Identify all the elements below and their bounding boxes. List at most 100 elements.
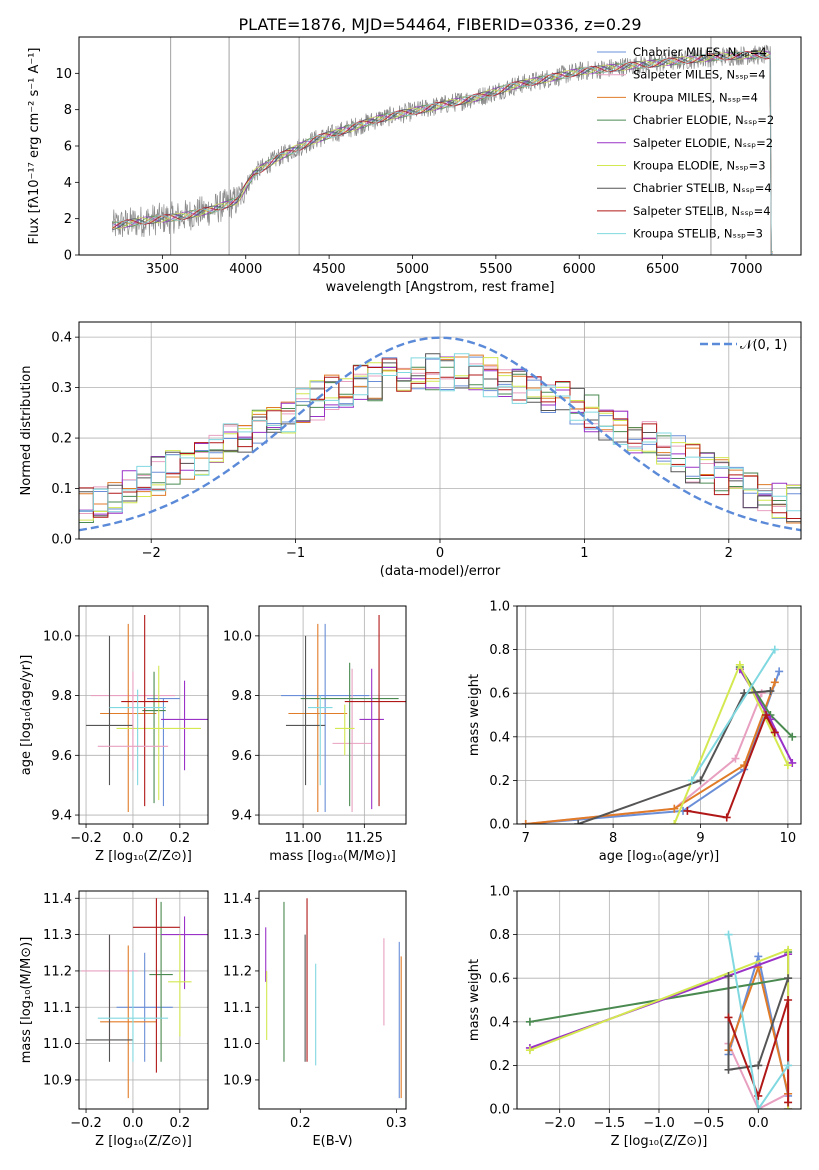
x-axis-label: Z [log₁₀(Z/Z⊙)]: [611, 1134, 708, 1149]
weight-marker: [770, 678, 779, 687]
legend-label: Kroupa MILES, Nₛₛₚ=4: [633, 90, 758, 104]
x-tick-label: 0.0: [123, 1116, 144, 1131]
data-point-3: [300, 662, 399, 807]
plot-frame: [258, 605, 407, 825]
data-point-3: [149, 901, 173, 1062]
y-axis-label: age [log₁₀(age/yr)]: [19, 655, 34, 776]
model-line-5: [112, 51, 772, 255]
y-tick-label: 10.9: [43, 1073, 72, 1088]
x-tick-label: 7: [522, 831, 530, 846]
x-tick-label: 9: [696, 831, 704, 846]
legend-label: Salpeter STELIB, Nₛₛₚ=4: [633, 204, 771, 218]
x-tick-label: −2: [142, 546, 161, 561]
age-vs-mass-chart: 11.00 11.25 9.4 9.6 9.8 10.0 mass [log₁₀(M/M⊙)…: [223, 605, 407, 864]
weight-marker: [574, 820, 583, 824]
data-point-3: [142, 671, 166, 804]
y-tick-label: 9.6: [51, 749, 72, 764]
data-point-6: [86, 934, 133, 1062]
data-point-8: [109, 689, 166, 786]
data-point-4: [161, 680, 208, 771]
y-tick-label: 11.1: [43, 1001, 72, 1016]
plot-area: [86, 614, 208, 813]
y-tick-label: 0.4: [489, 1015, 510, 1030]
residuals-histogram: −2 −1 0 1 2 0.0 0.1 0.2 0.3 0.4 (data-model)/error…: [19, 321, 802, 579]
y-axis-label: mass weight: [467, 674, 482, 756]
plot-frame: [78, 321, 802, 540]
histogram-series-6: [79, 353, 801, 523]
y-tick-label: 0.0: [489, 818, 510, 833]
model-line-8: [112, 51, 773, 255]
plot-frame: [516, 890, 802, 1110]
x-tick-label: 6500: [646, 262, 679, 277]
data-point-5: [116, 665, 201, 801]
data-point-0: [281, 623, 370, 813]
data-point-9: [97, 695, 169, 771]
weight-marker: [724, 972, 733, 981]
y-tick-label: 11.4: [43, 892, 72, 907]
weight-marker: [754, 1061, 763, 1070]
weight-marker: [784, 974, 793, 983]
x-tick-label: −1.0: [643, 1116, 675, 1131]
data-point-7: [121, 614, 169, 807]
x-tick-label: 11.25: [346, 831, 383, 846]
weight-marker: [784, 1098, 793, 1107]
y-tick-label: 0.0: [51, 533, 72, 548]
x-tick-label: −2.0: [544, 1116, 576, 1131]
weight-line-8: [727, 934, 789, 1109]
y-tick-label: 0.3: [51, 381, 72, 396]
data-point-0: [147, 698, 180, 807]
weight-marker: [724, 930, 733, 939]
weight-marker: [784, 1061, 793, 1070]
x-tick-label: 0.0: [748, 1116, 769, 1131]
x-axis-label: Z [log₁₀(Z/Z⊙)]: [95, 849, 192, 864]
data-point-6: [86, 635, 133, 786]
plot-frame: [78, 605, 209, 825]
data-point-8: [308, 695, 333, 786]
age-vs-metallicity-chart: −0.2 0.0 0.2 9.4 9.6 9.8 10.0 Z [log₁₀(Z/Z⊙)] ag…: [19, 605, 209, 864]
y-tick-label: 9.4: [51, 809, 72, 824]
y-tick-label: 9.4: [231, 809, 252, 824]
x-tick-label: 8: [609, 831, 617, 846]
x-tick-label: 5500: [479, 262, 512, 277]
y-tick-label: 10: [55, 67, 72, 82]
x-tick-label: −0.5: [693, 1116, 725, 1131]
plot-area: [79, 336, 801, 532]
y-tick-label: 8: [64, 103, 72, 118]
figure-title: PLATE=1876, MJD=54464, FIBERID=0336, z=0…: [238, 15, 641, 34]
y-tick-label: 0.2: [489, 1059, 510, 1074]
plot-area: [521, 645, 797, 824]
data-point-4: [161, 916, 208, 990]
x-tick-label: −0.2: [70, 1116, 102, 1131]
weight-marker: [788, 732, 797, 741]
plot-area: [525, 930, 793, 1109]
weight-marker: [670, 804, 679, 813]
x-tick-label: 0.0: [123, 831, 144, 846]
spectrum-chart: 3500 4000 4500 5000 5500 6000 6500 7000 0 2 4 6 8 10 w…: [27, 36, 802, 295]
x-axis-label: mass [log₁₀(M/M⊙)]: [269, 849, 396, 864]
y-tick-label: 6: [64, 140, 72, 155]
weight-line-1: [727, 1043, 789, 1109]
y-axis-label: mass [log₁₀(M/M⊙)]: [19, 937, 34, 1064]
y-tick-label: 0.6: [489, 687, 510, 702]
weight-vs-metallicity-chart: −2.0 −1.5 −1.0 −0.5 0.0 0.0 0.2 0.4 0.6 0.8 1.0 Z […: [467, 885, 802, 1149]
weight-line-6: [577, 690, 771, 824]
weight-marker: [724, 1013, 733, 1022]
y-tick-label: 0.1: [51, 482, 72, 497]
y-tick-label: 10.0: [223, 629, 252, 644]
x-tick-label: 0.2: [290, 1116, 311, 1131]
weight-marker: [770, 728, 779, 737]
data-point-7: [344, 614, 406, 807]
weight-marker: [754, 1105, 763, 1109]
y-axis-label: Normed distribution: [19, 366, 34, 496]
histogram-series-8: [79, 353, 801, 513]
weight-marker: [687, 776, 696, 785]
weight-line-8: [690, 649, 776, 781]
plot-frame: [78, 890, 209, 1110]
y-tick-label: 0: [64, 249, 72, 264]
plot-frame: [78, 36, 802, 256]
data-point-4: [359, 668, 384, 810]
data-point-8: [97, 970, 169, 1062]
plot-frame: [258, 890, 407, 1110]
weight-marker: [757, 689, 766, 698]
